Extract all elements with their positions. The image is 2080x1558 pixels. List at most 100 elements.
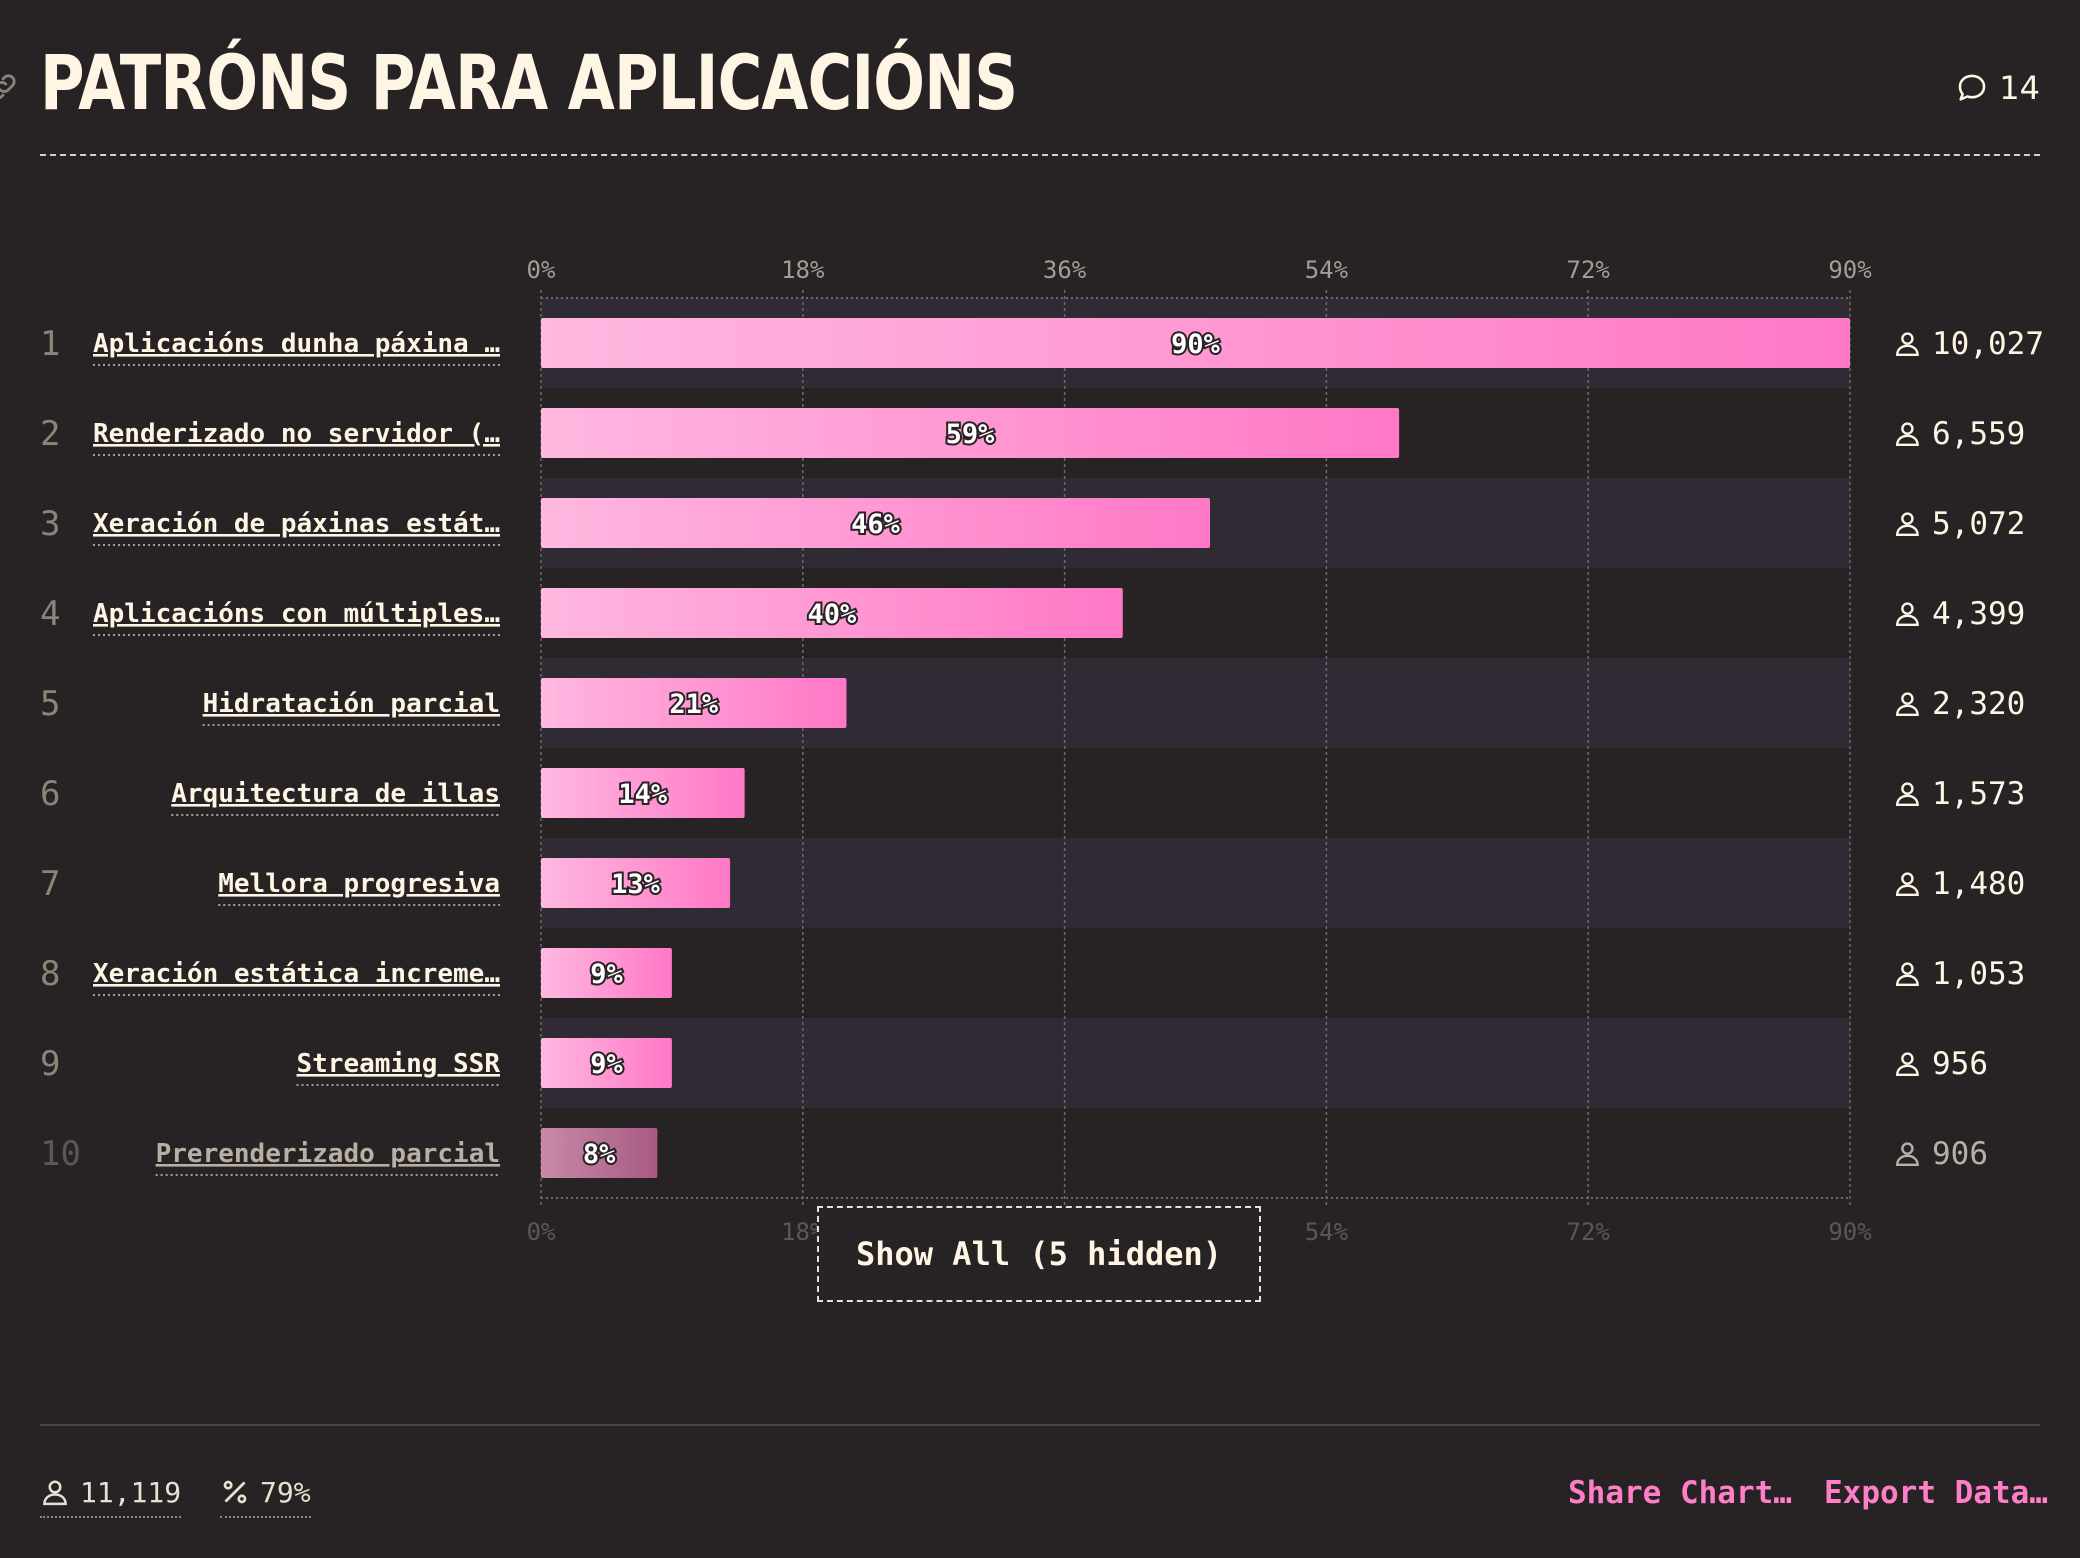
row-rank: 3: [40, 504, 60, 544]
row-stripe: [541, 838, 1850, 928]
user-icon-body: [1895, 1154, 1919, 1167]
bar-value-label: 9%: [590, 959, 623, 990]
percent-stat[interactable]: 79%: [220, 1470, 311, 1518]
show-all-button[interactable]: Show All (5 hidden): [817, 1206, 1261, 1302]
user-icon-head: [1901, 1142, 1914, 1155]
bar: [541, 318, 1850, 368]
user-icon-body: [1895, 1064, 1919, 1077]
respondents-stat[interactable]: 11,119: [40, 1470, 182, 1518]
row-rank: 10: [40, 1134, 81, 1174]
row-rank: 5: [40, 684, 60, 724]
row-label[interactable]: Streaming SSR: [297, 1049, 501, 1079]
footer-divider: [40, 1424, 2040, 1426]
bar-value-label: 59%: [946, 419, 996, 450]
user-icon: [1895, 1142, 1919, 1167]
percent-value: 79%: [260, 1475, 311, 1509]
link-icon[interactable]: [0, 70, 20, 104]
share-chart-link[interactable]: Share Chart…: [1568, 1475, 1792, 1511]
row-user-count: 1,053: [1932, 956, 2025, 992]
user-icon: [1895, 782, 1919, 807]
user-icon: [1895, 512, 1919, 537]
user-icon-body: [1895, 794, 1919, 807]
row-rank: 1: [40, 324, 60, 364]
comments-count: 14: [1999, 69, 2040, 107]
user-icon-body: [1895, 884, 1919, 897]
row-label[interactable]: Aplicacións dunha páxina …: [93, 329, 500, 359]
respondents-count: 11,119: [80, 1475, 182, 1509]
row-label[interactable]: Xeración estática increme…: [93, 959, 500, 989]
bar: [541, 858, 731, 908]
user-icon-head: [1901, 782, 1914, 795]
user-icon-head: [1901, 332, 1914, 345]
user-icon-body: [1895, 614, 1919, 627]
bar-value-label: 40%: [807, 599, 857, 630]
row-user-count: 4,399: [1932, 596, 2025, 632]
x-tick-label-top: 36%: [1043, 256, 1087, 284]
row-label[interactable]: Hidratación parcial: [203, 689, 500, 719]
bar: [541, 768, 745, 818]
bar-value-label: 13%: [611, 869, 661, 900]
row-user-count: 1,480: [1932, 866, 2025, 902]
user-icon: [1895, 422, 1919, 447]
user-icon-head: [1901, 512, 1914, 525]
bar-value-label: 8%: [583, 1139, 616, 1170]
user-icon-body: [1895, 974, 1919, 987]
user-icon-head: [1901, 422, 1914, 435]
bar-value-label: 21%: [669, 689, 719, 720]
row-stripe: [541, 1018, 1850, 1108]
x-tick-label-bottom: 0%: [527, 1218, 556, 1246]
user-icon: [1895, 692, 1919, 717]
row-user-count: 5,072: [1932, 506, 2025, 542]
user-icon-head: [1901, 692, 1914, 705]
bar-value-label: 46%: [851, 509, 901, 540]
row-rank: 9: [40, 1044, 60, 1084]
percent-icon: [223, 1480, 247, 1504]
x-tick-label-bottom: 90%: [1828, 1218, 1872, 1246]
row-label[interactable]: Prerenderizado parcial: [156, 1139, 500, 1169]
user-icon-body: [1895, 704, 1919, 717]
bar-value-label: 9%: [590, 1049, 623, 1080]
row-label[interactable]: Arquitectura de illas: [171, 779, 500, 809]
user-icon-head: [1901, 872, 1914, 885]
x-tick-label-top: 54%: [1305, 256, 1349, 284]
user-icon: [43, 1480, 67, 1506]
row-rank: 2: [40, 414, 60, 454]
bar: [541, 948, 672, 998]
bar: [541, 498, 1211, 548]
row-rank: 6: [40, 774, 60, 814]
user-icon: [1895, 1052, 1919, 1077]
bar: [541, 1128, 658, 1178]
row-label[interactable]: Renderizado no servidor (…: [93, 419, 500, 449]
x-tick-label-top: 90%: [1828, 256, 1872, 284]
row-label[interactable]: Xeración de páxinas estát…: [93, 509, 500, 539]
x-tick-label-top: 0%: [527, 256, 556, 284]
row-user-count: 1,573: [1932, 776, 2025, 812]
row-user-count: 6,559: [1932, 416, 2025, 452]
title-divider: [40, 154, 2040, 156]
bar-value-label: 14%: [618, 779, 668, 810]
user-icon-body: [1895, 524, 1919, 537]
export-data-link[interactable]: Export Data…: [1824, 1475, 2048, 1511]
user-icon-head: [1901, 962, 1914, 975]
row-label[interactable]: Mellora progresiva: [218, 869, 500, 899]
bar: [541, 678, 847, 728]
user-icon: [1895, 962, 1919, 987]
user-icon-head: [1901, 602, 1914, 615]
row-user-count: 906: [1932, 1136, 1988, 1172]
row-user-count: 956: [1932, 1046, 1988, 1082]
user-icon-body: [1895, 434, 1919, 447]
user-icon: [1895, 602, 1919, 627]
user-icon-body: [1895, 344, 1919, 357]
bar: [541, 408, 1400, 458]
row-user-count: 2,320: [1932, 686, 2025, 722]
x-tick-label-top: 18%: [781, 256, 825, 284]
user-icon: [1895, 872, 1919, 897]
user-icon: [1895, 332, 1919, 357]
comments-button[interactable]: 14: [1955, 68, 2040, 108]
bar: [541, 588, 1123, 638]
row-rank: 4: [40, 594, 60, 634]
x-tick-label-bottom: 54%: [1305, 1218, 1349, 1246]
row-user-count: 10,027: [1932, 326, 2044, 362]
row-label[interactable]: Aplicacións con múltiples…: [93, 599, 500, 629]
comment-icon: [1958, 74, 1986, 101]
